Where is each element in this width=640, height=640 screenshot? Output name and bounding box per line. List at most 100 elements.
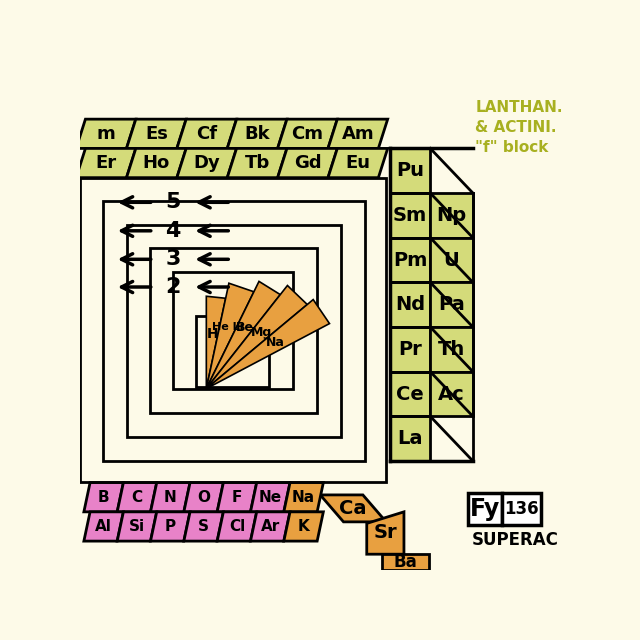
Text: Es: Es	[145, 125, 168, 143]
Bar	[430, 327, 473, 372]
Polygon shape	[278, 148, 337, 178]
Text: Cl: Cl	[229, 519, 245, 534]
Text: Pm: Pm	[393, 250, 428, 269]
Text: Dy: Dy	[193, 154, 220, 172]
Bar	[467, 493, 502, 525]
Text: N: N	[164, 490, 177, 505]
Bar	[430, 193, 473, 237]
Text: Cf: Cf	[196, 125, 217, 143]
Text: Tb: Tb	[244, 154, 269, 172]
Polygon shape	[320, 495, 386, 522]
Text: Ca: Ca	[339, 499, 367, 518]
Text: Ne: Ne	[259, 490, 282, 505]
Bar	[390, 327, 430, 372]
Polygon shape	[206, 284, 254, 388]
Bar	[390, 417, 430, 461]
Bar	[430, 237, 473, 282]
Text: LANTHAN.
& ACTINI.
"f" block: LANTHAN. & ACTINI. "f" block	[476, 100, 563, 154]
Polygon shape	[206, 285, 307, 388]
Bar	[390, 193, 430, 237]
Text: Nd: Nd	[395, 295, 425, 314]
Text: Be: Be	[236, 321, 253, 335]
Text: Ac: Ac	[438, 385, 465, 404]
Polygon shape	[84, 483, 124, 512]
Text: 136: 136	[504, 500, 539, 518]
Polygon shape	[250, 483, 290, 512]
Bar	[196, 316, 269, 387]
Text: H: H	[206, 326, 218, 340]
Text: 3: 3	[165, 250, 180, 269]
Polygon shape	[177, 148, 237, 178]
Bar	[502, 493, 541, 525]
Polygon shape	[217, 512, 257, 541]
Text: Ho: Ho	[143, 154, 170, 172]
Polygon shape	[284, 512, 323, 541]
Text: Pa: Pa	[438, 295, 465, 314]
Bar	[150, 248, 317, 413]
Polygon shape	[284, 483, 323, 512]
Text: Na: Na	[292, 490, 315, 505]
Polygon shape	[217, 483, 257, 512]
Text: 5: 5	[165, 192, 180, 212]
Polygon shape	[184, 483, 223, 512]
Polygon shape	[127, 119, 186, 148]
Text: Fy: Fy	[470, 497, 500, 521]
Bar	[430, 282, 473, 327]
Polygon shape	[84, 512, 124, 541]
Text: Np: Np	[436, 206, 467, 225]
Polygon shape	[150, 512, 190, 541]
Text: Ce: Ce	[396, 385, 424, 404]
Bar	[430, 372, 473, 417]
Text: Al: Al	[95, 519, 112, 534]
Text: Th: Th	[438, 340, 465, 359]
Text: Er: Er	[95, 154, 116, 172]
Text: Sr: Sr	[374, 523, 397, 542]
Bar	[390, 372, 430, 417]
Text: B: B	[98, 490, 109, 505]
Text: Sm: Sm	[393, 206, 428, 225]
Polygon shape	[278, 119, 337, 148]
Text: Cm: Cm	[291, 125, 323, 143]
Bar	[390, 282, 430, 327]
Text: Am: Am	[342, 125, 374, 143]
Polygon shape	[206, 300, 330, 388]
Polygon shape	[177, 119, 237, 148]
Text: Ba: Ba	[394, 553, 417, 571]
Text: Pu: Pu	[396, 161, 424, 180]
Text: U: U	[444, 250, 460, 269]
Bar	[390, 237, 430, 282]
Polygon shape	[227, 148, 287, 178]
Polygon shape	[117, 512, 157, 541]
Bar	[103, 201, 365, 461]
Text: SUPERAC: SUPERAC	[472, 531, 558, 549]
Text: Na: Na	[266, 335, 285, 349]
Polygon shape	[206, 296, 226, 388]
Bar	[80, 178, 386, 482]
Polygon shape	[184, 512, 223, 541]
Text: m: m	[97, 125, 115, 143]
Polygon shape	[250, 512, 290, 541]
Polygon shape	[328, 119, 388, 148]
Text: 4: 4	[165, 221, 180, 241]
Text: Pr: Pr	[398, 340, 422, 359]
Text: C: C	[131, 490, 143, 505]
Bar	[127, 225, 341, 437]
Text: 2: 2	[165, 277, 180, 297]
Text: Eu: Eu	[346, 154, 371, 172]
Polygon shape	[206, 282, 280, 388]
Text: K: K	[298, 519, 310, 534]
Text: F: F	[232, 490, 242, 505]
Text: Gd: Gd	[294, 154, 321, 172]
Polygon shape	[76, 119, 136, 148]
Polygon shape	[367, 512, 404, 554]
Text: Ar: Ar	[260, 519, 280, 534]
Text: P: P	[164, 519, 176, 534]
Polygon shape	[227, 119, 287, 148]
Text: O: O	[197, 490, 210, 505]
Text: Mg: Mg	[251, 326, 272, 339]
Bar	[173, 271, 293, 389]
Bar	[390, 148, 430, 193]
Polygon shape	[328, 148, 388, 178]
Text: La: La	[397, 429, 423, 448]
Polygon shape	[150, 483, 190, 512]
